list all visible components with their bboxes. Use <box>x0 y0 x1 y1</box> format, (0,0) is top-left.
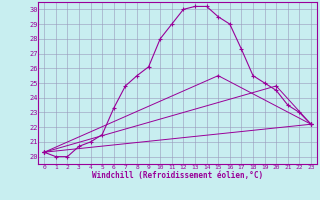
X-axis label: Windchill (Refroidissement éolien,°C): Windchill (Refroidissement éolien,°C) <box>92 171 263 180</box>
